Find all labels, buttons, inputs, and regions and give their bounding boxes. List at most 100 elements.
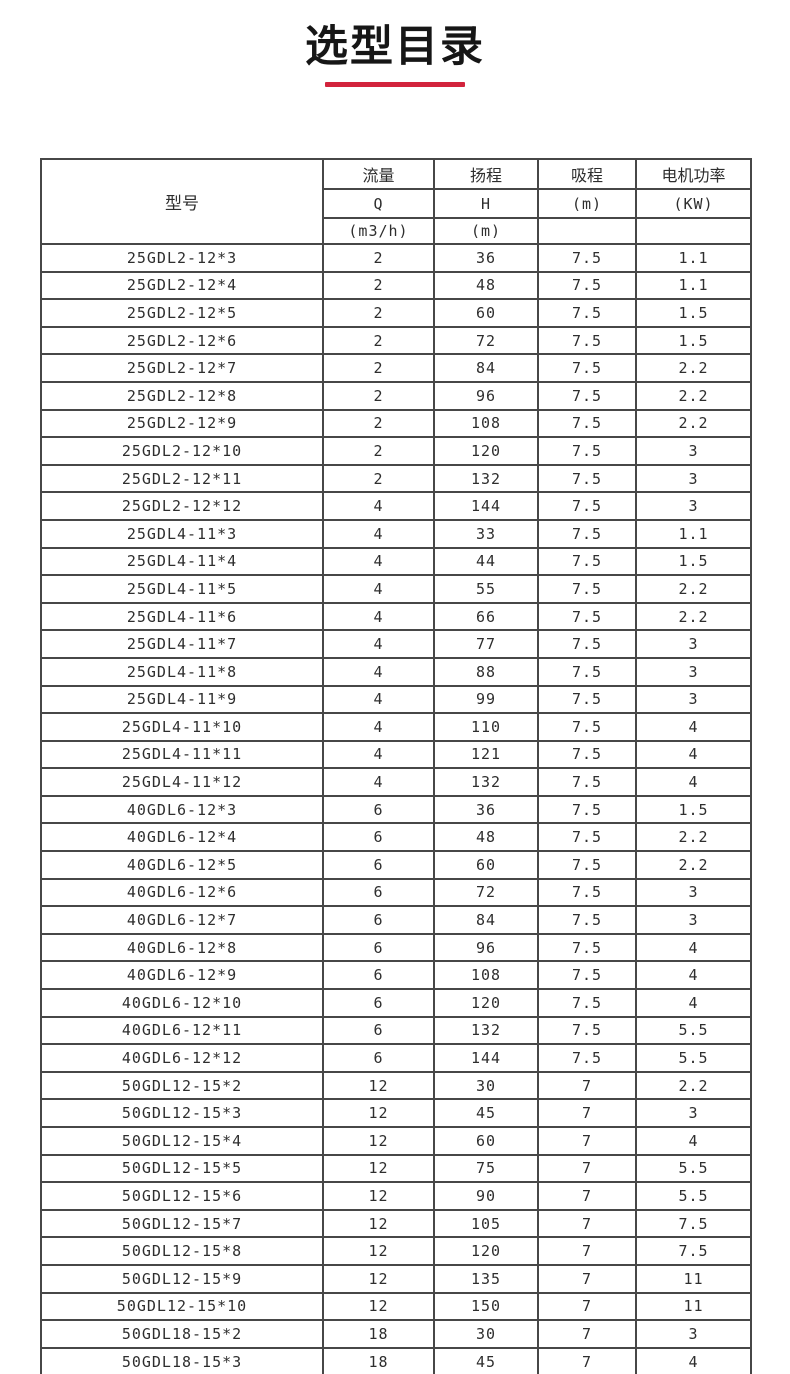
table-row: 25GDL4-11*6 4 66 7.5 2.2 bbox=[40, 601, 752, 632]
suction-cell: 7.5 bbox=[537, 850, 637, 880]
suction-cell: 7.5 bbox=[537, 767, 637, 797]
header-head-symbol: H bbox=[433, 188, 539, 219]
table-row: 25GDL4-11*5 4 55 7.5 2.2 bbox=[40, 574, 752, 604]
flow-cell: 6 bbox=[322, 822, 435, 853]
model-cell: 40GDL6-12*10 bbox=[40, 988, 324, 1018]
head-cell: 90 bbox=[433, 1181, 539, 1211]
header-flow-symbol: Q bbox=[322, 188, 435, 219]
power-cell: 5.5 bbox=[635, 1015, 752, 1046]
model-cell: 25GDL2-12*7 bbox=[40, 353, 324, 383]
suction-cell: 7.5 bbox=[537, 1043, 637, 1073]
suction-cell: 7.5 bbox=[537, 905, 637, 935]
flow-cell: 4 bbox=[322, 574, 435, 604]
power-cell: 1.5 bbox=[635, 546, 752, 577]
table-row: 25GDL2-12*12 4 144 7.5 3 bbox=[40, 491, 752, 521]
flow-cell: 12 bbox=[322, 1291, 435, 1322]
power-cell: 3 bbox=[635, 905, 752, 935]
model-cell: 25GDL4-11*5 bbox=[40, 574, 324, 604]
table-row: 50GDL12-15*6 12 90 7 5.5 bbox=[40, 1181, 752, 1211]
flow-cell: 4 bbox=[322, 767, 435, 797]
header-head: 扬程 bbox=[433, 158, 539, 190]
power-cell: 7.5 bbox=[635, 1236, 752, 1266]
flow-cell: 12 bbox=[322, 1098, 435, 1128]
power-cell: 4 bbox=[635, 932, 752, 963]
flow-cell: 12 bbox=[322, 1126, 435, 1156]
power-cell: 4 bbox=[635, 1126, 752, 1156]
head-cell: 96 bbox=[433, 380, 539, 411]
head-cell: 36 bbox=[433, 243, 539, 273]
head-cell: 30 bbox=[433, 1319, 539, 1349]
head-cell: 36 bbox=[433, 794, 539, 825]
flow-cell: 6 bbox=[322, 932, 435, 963]
power-cell: 3 bbox=[635, 684, 752, 715]
flow-cell: 2 bbox=[322, 353, 435, 383]
power-cell: 11 bbox=[635, 1291, 752, 1322]
model-cell: 40GDL6-12*3 bbox=[40, 794, 324, 825]
suction-cell: 7.5 bbox=[537, 353, 637, 383]
table-row: 40GDL6-12*12 6 144 7.5 5.5 bbox=[40, 1043, 752, 1073]
power-cell: 3 bbox=[635, 629, 752, 659]
head-cell: 60 bbox=[433, 298, 539, 328]
power-cell: 5.5 bbox=[635, 1153, 752, 1184]
suction-cell: 7 bbox=[537, 1126, 637, 1156]
header-flow: 流量 bbox=[322, 158, 435, 190]
suction-cell: 7.5 bbox=[537, 491, 637, 521]
suction-cell: 7.5 bbox=[537, 1015, 637, 1046]
flow-cell: 2 bbox=[322, 243, 435, 273]
header-row-units: (m3/h) (m) bbox=[41, 217, 752, 245]
table-row: 40GDL6-12*6 6 72 7.5 3 bbox=[40, 877, 752, 908]
flow-cell: 12 bbox=[322, 1153, 435, 1184]
model-cell: 50GDL18-15*3 bbox=[40, 1346, 324, 1374]
head-cell: 84 bbox=[433, 353, 539, 383]
model-cell: 25GDL4-11*4 bbox=[40, 546, 324, 577]
model-cell: 25GDL2-12*6 bbox=[40, 325, 324, 356]
table-row: 25GDL2-12*10 2 120 7.5 3 bbox=[40, 436, 752, 466]
table-row: 50GDL12-15*4 12 60 7 4 bbox=[40, 1126, 752, 1156]
suction-cell: 7.5 bbox=[537, 684, 637, 715]
power-cell: 4 bbox=[635, 712, 752, 742]
head-cell: 48 bbox=[433, 270, 539, 301]
head-cell: 75 bbox=[433, 1153, 539, 1184]
flow-cell: 12 bbox=[322, 1181, 435, 1211]
flow-cell: 6 bbox=[322, 1015, 435, 1046]
power-cell: 2.2 bbox=[635, 380, 752, 411]
head-cell: 30 bbox=[433, 1070, 539, 1101]
flow-cell: 4 bbox=[322, 518, 435, 549]
model-cell: 40GDL6-12*6 bbox=[40, 877, 324, 908]
table-row: 25GDL4-11*3 4 33 7.5 1.1 bbox=[40, 518, 752, 549]
model-cell: 40GDL6-12*12 bbox=[40, 1043, 324, 1073]
table-header: 型号 流量 扬程 吸程 电机功率 Q H (m) (KW) (m3/h) (m) bbox=[40, 158, 752, 245]
head-cell: 45 bbox=[433, 1098, 539, 1128]
power-cell: 3 bbox=[635, 463, 752, 494]
suction-cell: 7.5 bbox=[537, 601, 637, 632]
flow-cell: 4 bbox=[322, 739, 435, 770]
model-cell: 50GDL12-15*5 bbox=[40, 1153, 324, 1184]
header-suction: 吸程 bbox=[537, 158, 637, 190]
head-cell: 60 bbox=[433, 1126, 539, 1156]
suction-cell: 7.5 bbox=[537, 380, 637, 411]
suction-cell: 7.5 bbox=[537, 325, 637, 356]
head-cell: 108 bbox=[433, 408, 539, 439]
power-cell: 5.5 bbox=[635, 1043, 752, 1073]
flow-cell: 4 bbox=[322, 684, 435, 715]
flow-cell: 12 bbox=[322, 1236, 435, 1266]
table-row: 25GDL2-12*4 2 48 7.5 1.1 bbox=[40, 270, 752, 301]
table-row: 40GDL6-12*7 6 84 7.5 3 bbox=[40, 905, 752, 935]
table-row: 25GDL2-12*6 2 72 7.5 1.5 bbox=[40, 325, 752, 356]
model-cell: 50GDL12-15*8 bbox=[40, 1236, 324, 1266]
head-cell: 121 bbox=[433, 739, 539, 770]
model-cell: 25GDL4-11*12 bbox=[40, 767, 324, 797]
model-cell: 25GDL2-12*9 bbox=[40, 408, 324, 439]
header-power-empty bbox=[635, 217, 752, 245]
model-cell: 25GDL4-11*8 bbox=[40, 656, 324, 687]
flow-cell: 6 bbox=[322, 850, 435, 880]
power-cell: 4 bbox=[635, 739, 752, 770]
suction-cell: 7.5 bbox=[537, 712, 637, 742]
table-row: 25GDL4-11*8 4 88 7.5 3 bbox=[40, 656, 752, 687]
head-cell: 60 bbox=[433, 850, 539, 880]
power-cell: 3 bbox=[635, 877, 752, 908]
table-row: 25GDL4-11*7 4 77 7.5 3 bbox=[40, 629, 752, 659]
table-row: 50GDL18-15*2 18 30 7 3 bbox=[40, 1319, 752, 1349]
flow-cell: 6 bbox=[322, 1043, 435, 1073]
